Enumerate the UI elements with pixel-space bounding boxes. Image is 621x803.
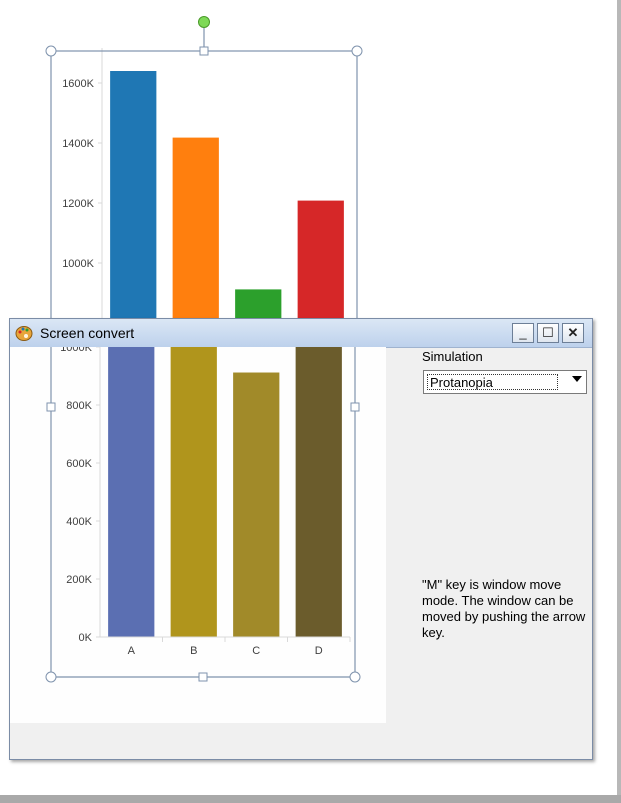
close-button[interactable]: ✕ bbox=[562, 323, 584, 343]
main-y-tick-label: 1000K bbox=[62, 258, 94, 270]
sim-y-tick-label: 600K bbox=[66, 458, 92, 470]
simulation-select[interactable]: Protanopia bbox=[423, 370, 587, 394]
sim-x-tick-label: B bbox=[190, 645, 197, 657]
main-y-tick-label: 1400K bbox=[62, 138, 94, 150]
sim-x-tick-label: A bbox=[128, 645, 136, 657]
window-titlebar[interactable]: Screen convert _ ☐ ✕ bbox=[10, 319, 592, 348]
sim-y-tick-label: 200K bbox=[66, 574, 92, 586]
minimize-button[interactable]: _ bbox=[512, 323, 534, 343]
sim-bar-a[interactable] bbox=[108, 347, 155, 637]
sim-y-tick-label: 800K bbox=[66, 400, 92, 412]
simulation-preview: 0K 200K 400K 600K 800K 1000K A B C D bbox=[10, 347, 386, 723]
simulation-label: Simulation bbox=[422, 349, 483, 364]
resize-handle-top-right[interactable] bbox=[351, 45, 363, 57]
main-y-tick-label: 1600K bbox=[62, 78, 94, 90]
screen-convert-window[interactable]: Screen convert _ ☐ ✕ 0K 200K 400K 600K 800K 1… bbox=[9, 318, 593, 760]
resize-handle-top-left[interactable] bbox=[45, 45, 57, 57]
sim-y-tick-label: 1000K bbox=[60, 347, 92, 354]
slide-shadow bbox=[617, 0, 621, 795]
sim-x-tick-label: D bbox=[315, 645, 323, 657]
rotate-handle[interactable] bbox=[198, 16, 210, 28]
window-title: Screen convert bbox=[40, 325, 135, 341]
sim-bar-d[interactable] bbox=[295, 347, 342, 637]
sim-bar-b[interactable] bbox=[170, 347, 217, 637]
simulated-selection-frame bbox=[45, 347, 361, 683]
simulation-select-value: Protanopia bbox=[427, 374, 558, 390]
help-text: "M" key is window move mode. The window … bbox=[422, 577, 586, 640]
resize-handle-top[interactable] bbox=[199, 46, 209, 56]
sim-x-tick-label: C bbox=[252, 645, 260, 657]
sim-bar-c[interactable] bbox=[233, 372, 280, 637]
main-y-tick-label: 1200K bbox=[62, 198, 94, 210]
sim-y-tick-label: 400K bbox=[66, 516, 92, 528]
maximize-button[interactable]: ☐ bbox=[537, 323, 559, 343]
palette-icon bbox=[15, 326, 33, 341]
chevron-down-icon[interactable] bbox=[572, 376, 582, 382]
sim-y-tick-label: 0K bbox=[79, 632, 93, 644]
simulated-chart: 0K 200K 400K 600K 800K 1000K A B C D bbox=[45, 347, 361, 683]
